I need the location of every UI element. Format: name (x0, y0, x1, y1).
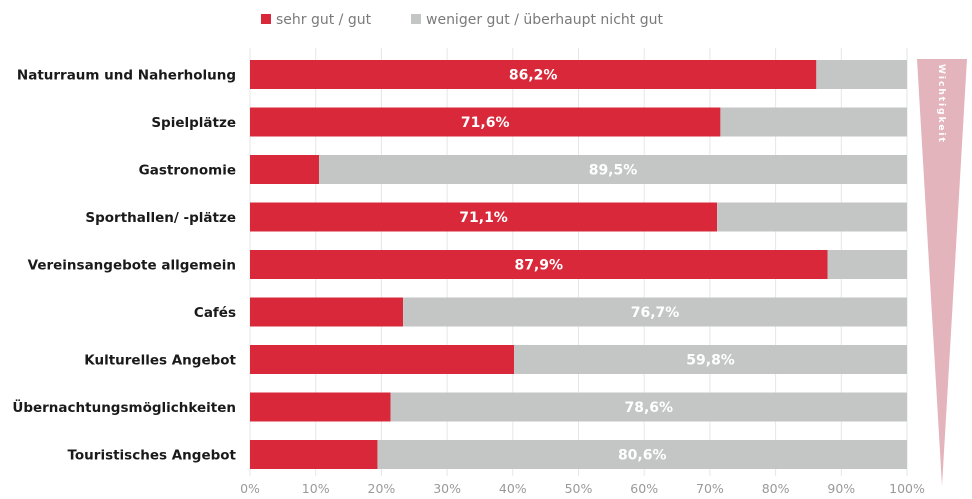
category-label: Vereinsangebote allgemein (28, 258, 236, 274)
category-labels: Naturraum und Naherholung Spielplätze Gast… (12, 68, 236, 464)
x-tick-label: 60% (630, 481, 658, 496)
data-label: 86,2% (509, 68, 558, 84)
x-tick-label: 80% (762, 481, 790, 496)
bar-positive-spielplatze (250, 107, 721, 137)
importance-indicator: Wichtigkeit (917, 59, 967, 486)
importance-wedge (917, 59, 967, 486)
category-label: Cafés (194, 305, 236, 321)
data-label: 89,5% (589, 163, 638, 179)
x-tick-label: 30% (433, 481, 461, 496)
data-label: 80,6% (618, 448, 667, 464)
bar-negative-gastronomie (318, 155, 907, 184)
bar-positive-ubernachtungsmoglichkeiten (250, 392, 391, 422)
bar-positive-touristisches-angebot (250, 440, 378, 469)
legend-label-weniger-gut: weniger gut / überhaupt nicht gut (426, 12, 663, 28)
bar-negative-sporthallen-platze (717, 202, 907, 232)
x-tick-label: 0% (240, 481, 260, 496)
data-label: 76,7% (631, 305, 680, 321)
importance-label: Wichtigkeit (936, 64, 946, 144)
x-tick-label: 50% (565, 481, 593, 496)
category-label: Sporthallen/ -plätze (85, 210, 236, 226)
x-tick-label: 100% (889, 481, 925, 496)
bar-positive-sporthallen-platze (250, 202, 718, 232)
bar-negative-vereinsangebote-allgemein (827, 250, 907, 279)
bar-positive-kulturelles-angebot (250, 345, 515, 374)
legend-swatch-sehr-gut (261, 14, 271, 24)
legend-label-sehr-gut: sehr gut / gut (276, 12, 372, 28)
bar-positive-cafes (250, 297, 404, 327)
data-label: 71,1% (459, 210, 508, 226)
data-label: 71,6% (461, 115, 510, 131)
bar-negative-spielplatze (720, 107, 907, 137)
category-label: Gastronomie (139, 163, 236, 179)
category-label: Kulturelles Angebot (84, 353, 236, 369)
bar-negative-touristisches-angebot (377, 440, 907, 469)
bar-negative-cafes (403, 297, 907, 327)
data-label: 59,8% (686, 353, 735, 369)
category-label: Spielplätze (151, 115, 236, 131)
data-label: 78,6% (625, 400, 674, 416)
bar-positive-gastronomie (250, 155, 319, 184)
bar-positive-vereinsangebote-allgemein (250, 250, 828, 279)
x-axis-ticks: 0% 10% 20% 30% 40% 50% 60% 70% 80% 90% 100% (240, 481, 925, 496)
legend: sehr gut / gut weniger gut / überhaupt n… (261, 12, 663, 28)
legend-swatch-weniger-gut (411, 14, 421, 24)
bar-negative-ubernachtungsmoglichkeiten (390, 392, 907, 422)
bar-negative-kulturelles-angebot (514, 345, 907, 374)
bar-negative-naturraum-und-naherholung (816, 60, 907, 89)
x-tick-label: 10% (302, 481, 330, 496)
x-tick-label: 40% (499, 481, 527, 496)
x-tick-label: 20% (368, 481, 396, 496)
category-label: Touristisches Angebot (67, 448, 236, 464)
data-label: 87,9% (514, 258, 563, 274)
bars: 86,2% 71,6% 89,5% 71,1% 87,9% 76,7% 59,8% 78,6%… (250, 60, 907, 469)
category-label: Übernachtungsmöglichkeiten (12, 398, 236, 416)
x-tick-label: 90% (827, 481, 855, 496)
x-tick-label: 70% (696, 481, 724, 496)
bar-positive-naturraum-und-naherholung (250, 60, 817, 89)
category-label: Naturraum und Naherholung (17, 68, 236, 84)
